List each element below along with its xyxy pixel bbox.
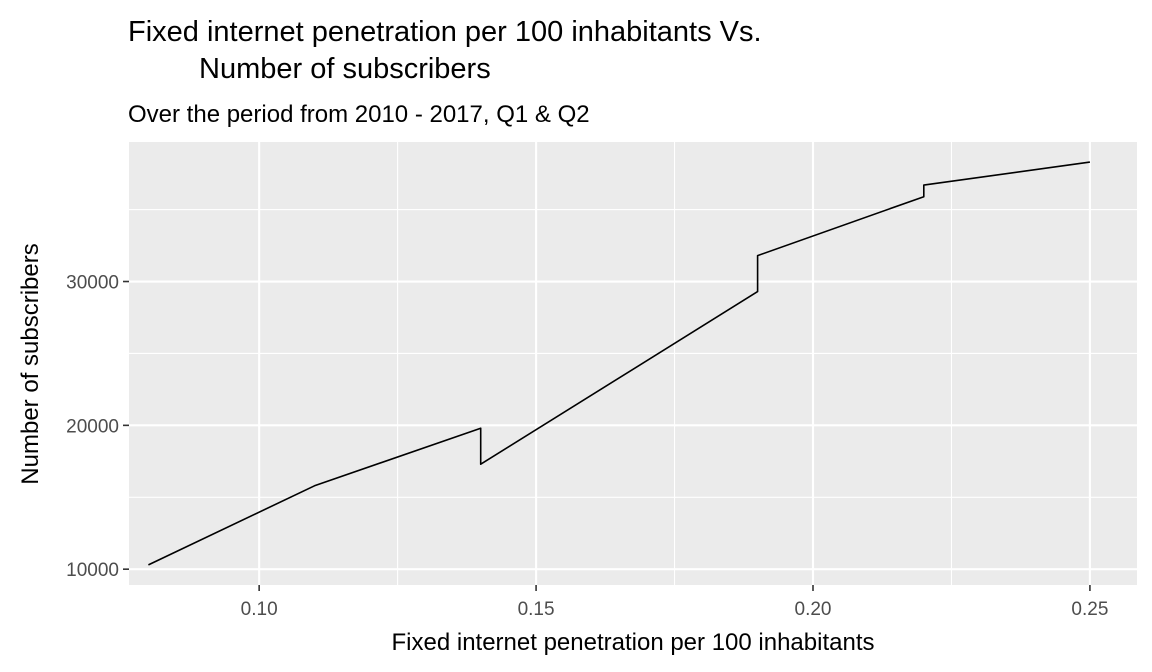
grid-minor [120, 142, 1137, 585]
x-tick-label: 0.25 [1071, 599, 1108, 620]
y-axis: 10000 20000 30000 [66, 273, 129, 581]
x-tick-label: 0.15 [518, 599, 555, 620]
plot-panel [129, 142, 1137, 585]
chart-title-line-1: Fixed internet penetration per 100 inhab… [128, 16, 762, 48]
y-tick-label: 20000 [66, 416, 119, 437]
chart-subtitle: Over the period from 2010 - 2017, Q1 & Q… [128, 101, 590, 128]
chart-title-line-2: Number of subscribers [199, 53, 491, 85]
series-line [148, 161, 1091, 566]
x-tick-label: 0.10 [241, 599, 278, 620]
y-axis-label: Number of subscribers [17, 243, 44, 484]
y-tick-label: 30000 [66, 273, 119, 294]
x-axis-label: Fixed internet penetration per 100 inhab… [392, 629, 875, 656]
x-axis: 0.10 0.15 0.20 0.25 [241, 585, 1108, 620]
grid-major [129, 142, 1137, 585]
x-tick-label: 0.20 [795, 599, 832, 620]
series-layer [148, 161, 1091, 566]
y-tick-label: 10000 [66, 560, 119, 581]
